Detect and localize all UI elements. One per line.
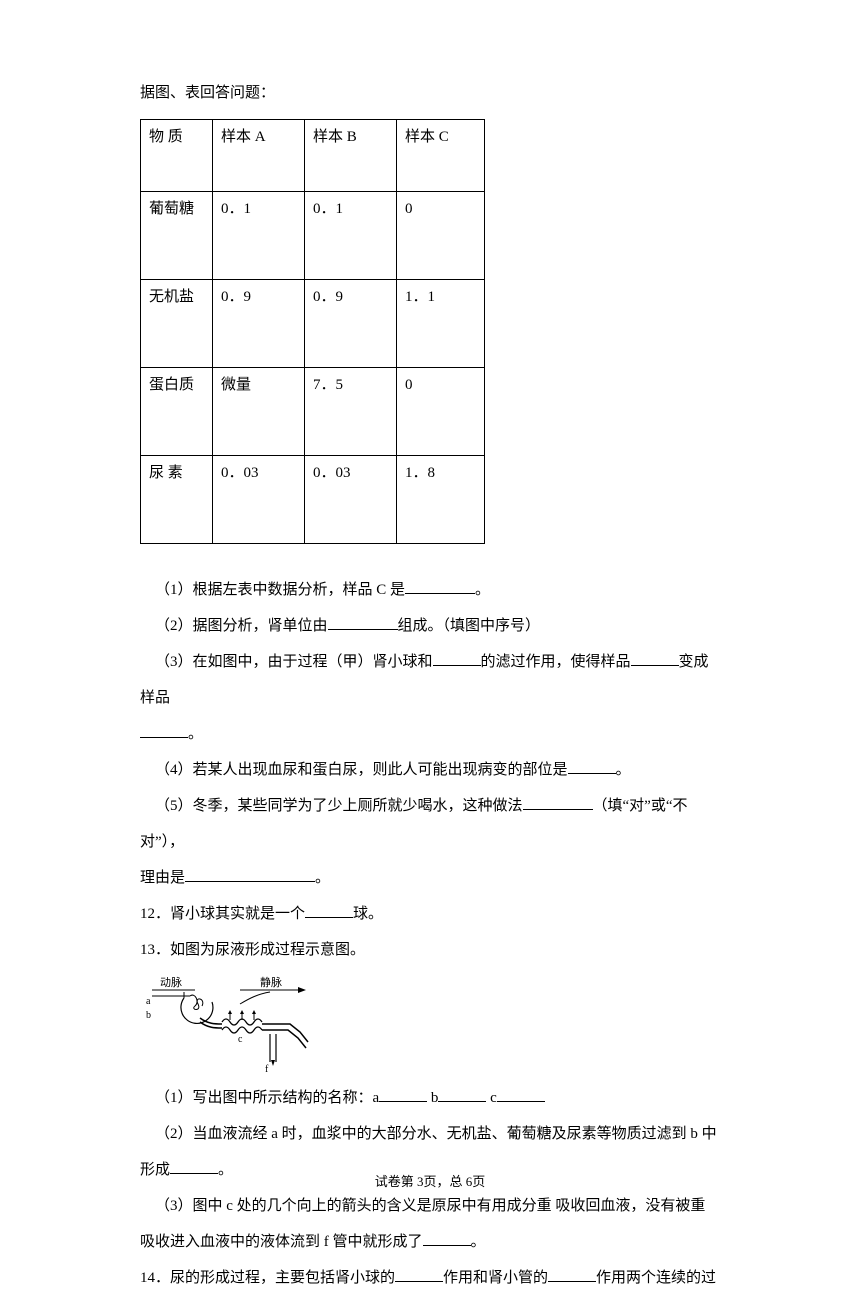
blank[interactable] [379, 1089, 427, 1103]
page-footer: 试卷第 3页，总 6页 [0, 1171, 860, 1190]
q4-pre: （4）若某人出现血尿和蛋白尿，则此人可能出现病变的部位是 [155, 762, 568, 778]
th-sample-a: 样本 A [213, 120, 305, 192]
q1-pre: （1）根据左表中数据分析，样品 C 是 [155, 582, 405, 598]
diagram-coil-c [222, 1010, 262, 1033]
q13-3-pre: （3）图中 c 处的几个向上的箭头的含义是原尿中有用成分重 吸收回血液，没有被重 [155, 1198, 705, 1214]
th-substance: 物 质 [141, 120, 213, 192]
q5-l2-pre: 理由是 [140, 870, 185, 886]
cell: 0．1 [213, 192, 305, 280]
q3-end: 。 [188, 726, 203, 742]
question-12: 12．肾小球其实就是一个 球。 [140, 896, 720, 932]
blank[interactable] [433, 653, 481, 667]
diagram-label-c: c [238, 1034, 243, 1045]
blank[interactable] [405, 581, 475, 595]
row-glucose-label: 葡萄糖 [141, 192, 213, 280]
cell: 1．8 [397, 456, 485, 544]
q1-post: 。 [475, 582, 490, 598]
diagram-label-vein: 静脉 [260, 975, 282, 989]
question-5-line2: 理由是 。 [140, 860, 720, 896]
blank[interactable] [568, 761, 616, 775]
q13-1-b: b [427, 1090, 438, 1106]
cell: 0．03 [305, 456, 397, 544]
th-sample-b: 样本 B [305, 120, 397, 192]
question-13-2: （2）当血液流经 a 时，血浆中的大部分水、无机盐、葡萄糖及尿素等物质过滤到 b… [140, 1116, 720, 1152]
diagram-label-b: b [146, 1010, 151, 1021]
question-13-3-line2: 吸收进入血液中的液体流到 f 管中就形成了 。 [140, 1224, 720, 1260]
blank[interactable] [497, 1089, 545, 1103]
blank[interactable] [140, 725, 188, 739]
q13-1-c: c [486, 1090, 496, 1106]
cell: 0．03 [213, 456, 305, 544]
question-1: （1）根据左表中数据分析，样品 C 是 。 [140, 572, 720, 608]
q3-mid: 的滤过作用，使得样品 [481, 654, 631, 670]
q5-l2-post: 。 [315, 870, 330, 886]
row-salt-label: 无机盐 [141, 280, 213, 368]
q2-mid: 组成。（填图中序号） [398, 618, 541, 634]
q13-3-post: 。 [471, 1234, 486, 1250]
q13-2-pre: （2）当血液流经 a 时，血浆中的大部分水、无机盐、葡萄糖及尿素等物质过滤到 b… [155, 1126, 717, 1142]
q14-pre: 14．尿的形成过程，主要包括肾小球的 [140, 1270, 395, 1286]
cell: 7．5 [305, 368, 397, 456]
blank[interactable] [438, 1089, 486, 1103]
row-urea-label: 尿 素 [141, 456, 213, 544]
q14-post: 作用两个连续的过 [596, 1270, 716, 1286]
q2-pre: （2）据图分析，肾单位由 [155, 618, 328, 634]
blank[interactable] [328, 617, 398, 631]
blank[interactable] [548, 1269, 596, 1283]
question-3-line2: 。 [140, 716, 720, 752]
cell: 0．1 [305, 192, 397, 280]
blank[interactable] [423, 1233, 471, 1247]
blank[interactable] [305, 905, 353, 919]
blank[interactable] [523, 797, 593, 811]
question-13-1: （1）写出图中所示结构的名称：a b c [140, 1080, 720, 1116]
diagram-label-a: a [146, 996, 151, 1007]
blank[interactable] [395, 1269, 443, 1283]
question-5: （5）冬季，某些同学为了少上厕所就少喝水，这种做法（填“对”或“不对”）， [140, 788, 720, 860]
q12-pre: 12．肾小球其实就是一个 [140, 906, 305, 922]
question-4: （4）若某人出现血尿和蛋白尿，则此人可能出现病变的部位是 。 [140, 752, 720, 788]
urine-formation-diagram: 动脉 静脉 a b c [140, 974, 720, 1074]
q4-post: 。 [616, 762, 631, 778]
q13-3-l2: 吸收进入血液中的液体流到 f 管中就形成了 [140, 1234, 423, 1250]
cell: 1．1 [397, 280, 485, 368]
question-13-3: （3）图中 c 处的几个向上的箭头的含义是原尿中有用成分重 吸收回血液，没有被重 [140, 1188, 720, 1224]
cell: 0 [397, 368, 485, 456]
cell: 0 [397, 192, 485, 280]
blank[interactable] [185, 869, 315, 883]
diagram-label-f: f [265, 1064, 269, 1074]
cell: 微量 [213, 368, 305, 456]
blank[interactable] [631, 653, 679, 667]
th-sample-c: 样本 C [397, 120, 485, 192]
question-13-title: 13．如图为尿液形成过程示意图。 [140, 932, 720, 968]
question-2: （2）据图分析，肾单位由 组成。（填图中序号） [140, 608, 720, 644]
q14-mid: 作用和肾小管的 [443, 1270, 548, 1286]
cell: 0．9 [213, 280, 305, 368]
q3-pre: （3）在如图中，由于过程（甲）肾小球和 [155, 654, 433, 670]
row-protein-label: 蛋白质 [141, 368, 213, 456]
q12-post: 球。 [353, 906, 383, 922]
intro-text: 据图、表回答问题： [140, 75, 720, 111]
question-3: （3）在如图中，由于过程（甲）肾小球和的滤过作用，使得样品变成样品 [140, 644, 720, 716]
diagram-label-artery: 动脉 [160, 975, 182, 989]
data-table: 物 质 样本 A 样本 B 样本 C 葡萄糖 0．1 0．1 0 无机盐 0．9… [140, 119, 485, 544]
q13-1-pre: （1）写出图中所示结构的名称：a [155, 1090, 379, 1106]
q5-pre: （5）冬季，某些同学为了少上厕所就少喝水，这种做法 [155, 798, 523, 814]
question-14: 14．尿的形成过程，主要包括肾小球的 作用和肾小管的 作用两个连续的过 [140, 1260, 720, 1296]
cell: 0．9 [305, 280, 397, 368]
